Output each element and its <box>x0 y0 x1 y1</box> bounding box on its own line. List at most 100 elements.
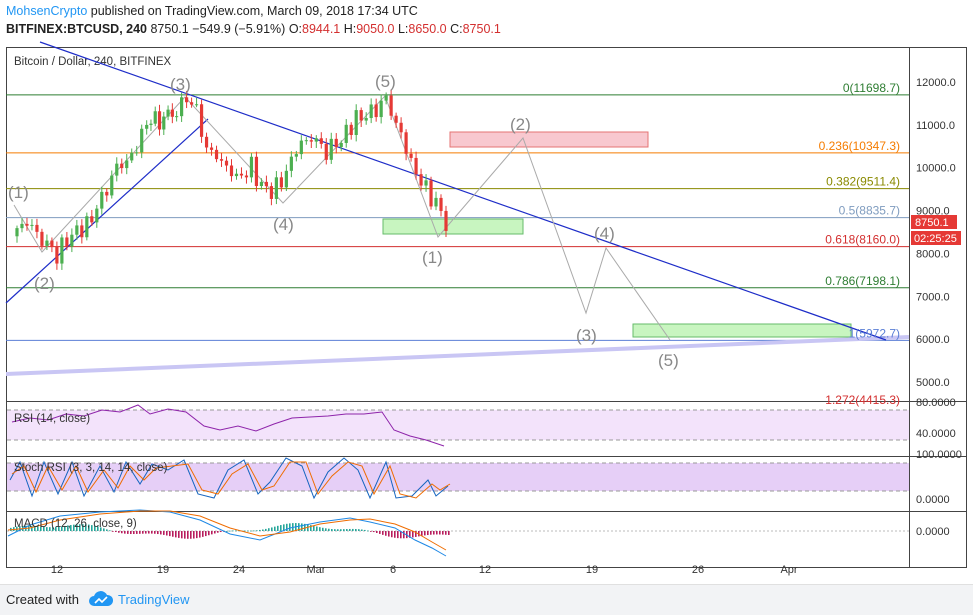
macd-line <box>7 509 447 557</box>
macd-bar <box>91 525 93 531</box>
macd-bar <box>61 526 63 531</box>
macd-bar <box>67 525 69 531</box>
macd-bar <box>301 523 303 531</box>
candle-body <box>125 160 129 169</box>
macd-bar <box>325 528 327 531</box>
stoch-d-line <box>11 461 451 499</box>
candle-body <box>70 234 74 247</box>
close-label: C: <box>450 22 463 36</box>
candle-body <box>204 136 209 148</box>
macd-bar <box>349 528 351 531</box>
candle-body <box>170 109 174 117</box>
tradingview-link[interactable]: TradingView <box>118 592 190 607</box>
candle-body <box>254 156 259 187</box>
candle-body <box>85 216 89 238</box>
fib-label: 0(11698.7) <box>843 81 900 95</box>
macd-bar <box>391 531 393 538</box>
candle-body <box>359 110 363 121</box>
candle-body <box>394 115 398 123</box>
ascending-trendline[interactable] <box>5 118 209 304</box>
macd-bar <box>265 528 267 531</box>
macd-bar <box>34 526 36 531</box>
x-tick-label: 12 <box>51 564 63 576</box>
macd-bar <box>79 524 81 531</box>
macd-bar <box>286 523 288 531</box>
candle-body <box>424 180 428 186</box>
macd-label: MACD (12, 26, close, 9) <box>14 518 137 530</box>
macd-bar <box>46 527 48 531</box>
candle-body <box>175 116 179 118</box>
macd-bar <box>358 529 360 531</box>
macd-bar <box>412 531 414 538</box>
macd-bar <box>448 531 450 535</box>
macd-bar <box>40 526 42 531</box>
candle-body <box>100 191 104 209</box>
publish-line: MohsenCrypto published on TradingView.co… <box>6 4 418 18</box>
macd-bar <box>94 525 96 531</box>
candle-body <box>244 175 249 178</box>
close-value: 8750.1 <box>462 22 501 36</box>
candle-body <box>439 197 443 211</box>
support-box[interactable] <box>382 218 524 235</box>
resistance-target-box[interactable] <box>449 131 649 148</box>
rsi-label: RSI (14, close) <box>14 413 90 425</box>
macd-bar <box>82 524 84 531</box>
y-tick-label: 5000.0 <box>916 377 950 389</box>
macd-bar <box>172 531 174 537</box>
macd-bar <box>253 530 255 532</box>
macd-bar <box>367 530 369 532</box>
macd-bar <box>106 529 108 531</box>
wave-label: (3) <box>170 75 191 94</box>
footer: Created with TradingView <box>0 584 973 615</box>
candle-body <box>20 223 24 229</box>
high-value: 9050.0 <box>356 22 395 36</box>
macd-bar <box>55 526 57 531</box>
macd-bar <box>364 529 366 531</box>
chart-canvas[interactable]: Bitcoin / Dollar, 240, BITFINEX (1) <box>0 40 973 586</box>
low-value: 8650.0 <box>408 22 447 36</box>
macd-signal-line <box>7 510 447 551</box>
macd-bar <box>424 531 426 536</box>
fib-label: 0.382(9511.4) <box>826 175 900 189</box>
macd-bar <box>436 531 438 535</box>
wave-labels: (1) (2) (3) (4) (5) (1) (2) (3) (4) (5) <box>8 72 679 370</box>
ohlc-line: BITFINEX:BTCUSD, 240 8750.1 −549.9 (−5.9… <box>6 22 501 36</box>
macd-bar <box>187 531 189 539</box>
macd-bar <box>244 530 246 532</box>
candle-body <box>314 138 318 142</box>
current-price-text: 8750.1 <box>915 217 949 229</box>
candle-body <box>334 138 338 147</box>
macd-bar <box>382 531 384 535</box>
candle-body <box>65 237 69 247</box>
candle-body <box>309 140 313 142</box>
x-tick-label: 12 <box>479 564 491 576</box>
candle-body <box>224 160 229 166</box>
macd-bar <box>283 524 285 531</box>
y-tick-label: 10000.0 <box>916 163 956 175</box>
wave-label: (2) <box>34 274 55 293</box>
final-target-box[interactable] <box>632 323 852 338</box>
long-support-line[interactable] <box>5 335 910 376</box>
fib-label: 0.786(7198.1) <box>825 274 900 288</box>
candle-body <box>30 224 34 226</box>
candle-body <box>214 149 219 160</box>
price-change: −549.9 (−5.91%) <box>192 22 286 36</box>
candle-body <box>284 170 288 188</box>
macd-bar <box>163 531 165 535</box>
macd-bar <box>217 531 219 533</box>
macd-bar <box>433 531 435 535</box>
macd-bar <box>136 531 138 534</box>
elliott-wave-path[interactable] <box>13 95 671 341</box>
wave-label: (2) <box>510 115 531 134</box>
descending-trendline[interactable] <box>39 41 887 341</box>
candle-body <box>364 118 368 121</box>
macd-bar <box>397 531 399 539</box>
x-tick-label: 26 <box>692 564 704 576</box>
author-link[interactable]: MohsenCrypto <box>6 4 88 18</box>
candle-body <box>90 216 94 223</box>
tradingview-cloud-icon <box>88 590 114 613</box>
candle-body <box>130 152 134 161</box>
macd-bar <box>430 531 432 535</box>
macd-bar <box>439 531 441 535</box>
stoch-k-line <box>9 457 449 500</box>
